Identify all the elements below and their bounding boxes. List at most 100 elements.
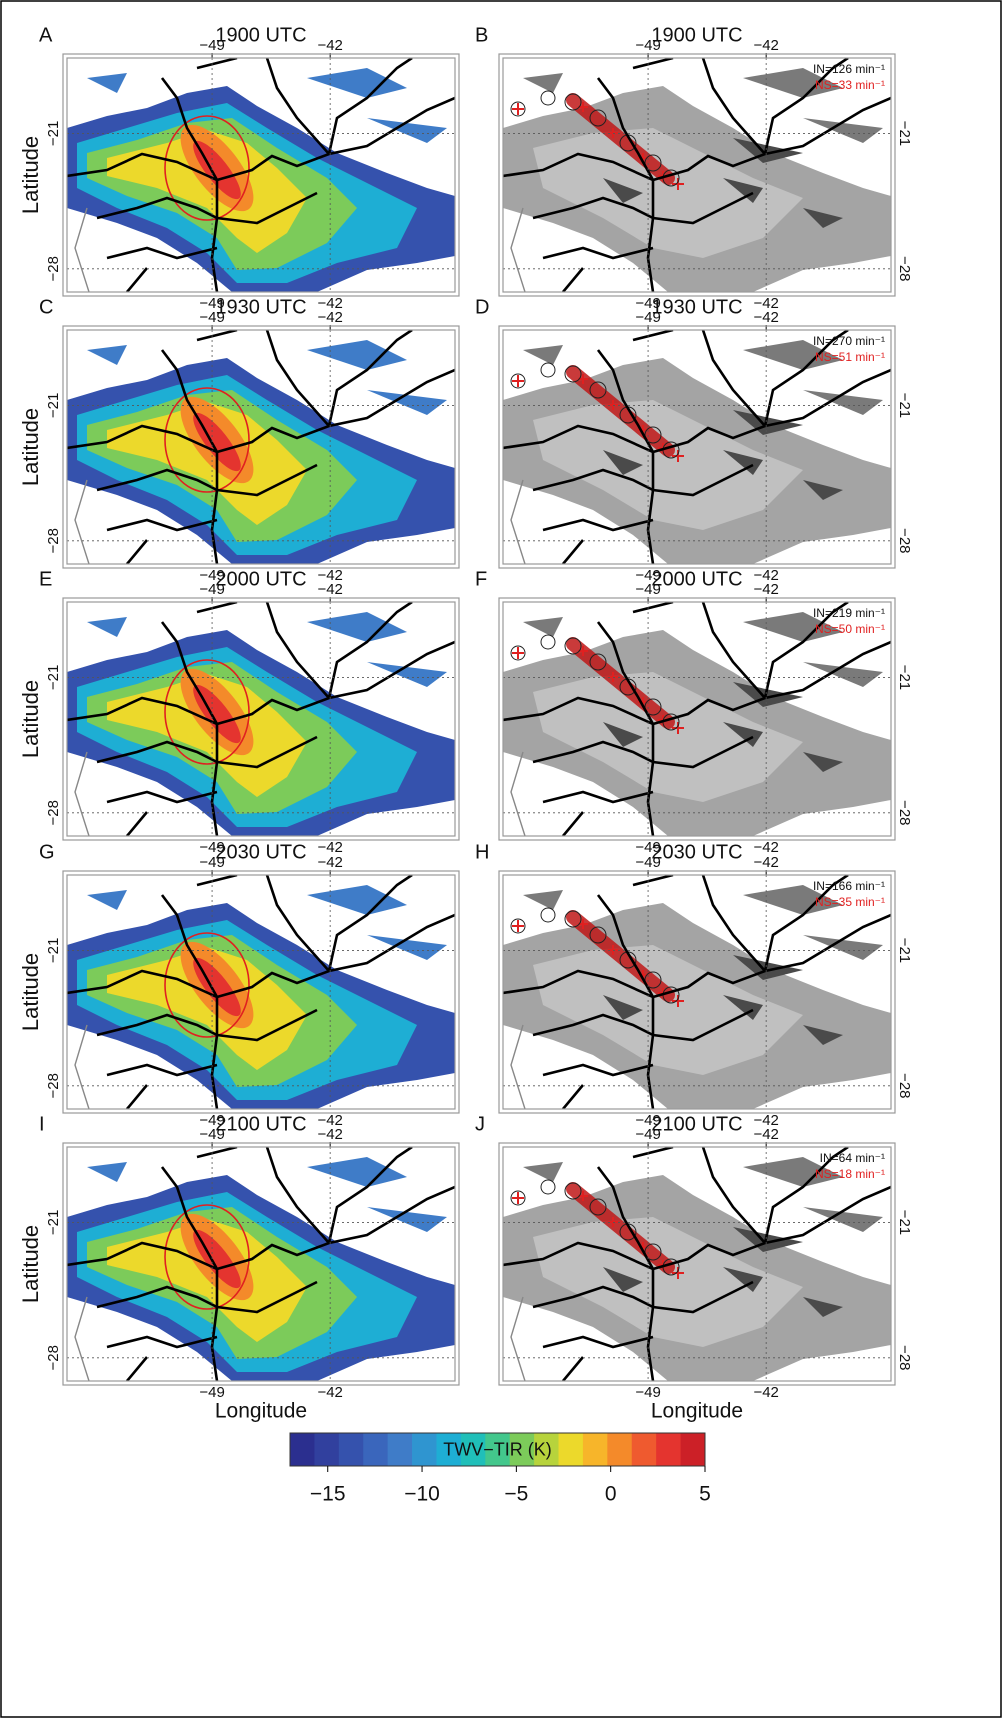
lat-tick-label: −21 <box>45 393 62 418</box>
flash-rate: NS=50 min⁻¹ <box>815 622 885 636</box>
colorbar-tick-label: −5 <box>504 1483 528 1506</box>
panel-title: 1900 UTC <box>651 24 742 46</box>
colorbar-segment <box>558 1433 584 1466</box>
lon-tick-label: −42 <box>753 1112 778 1129</box>
lat-tick-label: −28 <box>45 256 62 281</box>
colorbar-segment <box>412 1433 437 1466</box>
flash-rate: IN=270 min⁻¹ <box>813 334 885 348</box>
twv-field <box>67 340 455 564</box>
map-frame <box>62 1142 460 1386</box>
map-frame <box>62 597 460 841</box>
map-frame <box>502 601 892 837</box>
panel-letter: D <box>475 296 489 318</box>
twv-field <box>67 68 455 292</box>
lon-tick-label: −49 <box>199 1112 224 1129</box>
map-content <box>67 1147 455 1381</box>
lon-tick-label: −42 <box>753 37 778 54</box>
map-panel: −49 −49 −42 −42 −21 −28 IN=166 min⁻¹ NS=35 min⁻… <box>498 854 913 1129</box>
lat-tick-label: −28 <box>45 528 62 553</box>
lon-tick-label: −49 <box>635 295 660 312</box>
colorbar-segment <box>485 1433 511 1466</box>
colorbar-label: TWV−TIR (K) <box>443 1439 552 1459</box>
x-axis-label: Longitude <box>215 1400 307 1423</box>
map-frame <box>66 601 456 837</box>
colorbar-frame <box>289 1432 706 1467</box>
map-panel: −49 −49 −42 −42 −21 −28 <box>45 37 460 312</box>
map-content <box>67 875 455 1109</box>
lon-tick-label: −42 <box>317 295 342 312</box>
panel-title: 2100 UTC <box>215 1113 306 1135</box>
y-axis-label: Latitude <box>18 1225 43 1303</box>
map-panel: −49 −49 −42 −42 −21 −28 IN=270 min⁻¹ NS=51 min⁻… <box>498 309 913 584</box>
lon-tick-label: −49 <box>635 1112 660 1129</box>
map-panel: −49 −49 −42 −42 −21 −28 <box>45 581 460 856</box>
colorbar-segment <box>582 1433 608 1466</box>
flash-rate: NS=18 min⁻¹ <box>815 1167 885 1181</box>
colorbar-segment <box>387 1433 413 1466</box>
panel-letter: J <box>475 1113 485 1135</box>
lat-tick-label: −28 <box>896 800 913 825</box>
lon-tick-label: −49 <box>635 567 660 584</box>
map-frame <box>502 329 892 565</box>
lon-tick-label: −49 <box>199 309 224 326</box>
lon-tick-label: −49 <box>199 854 224 871</box>
flash-rate: NS=35 min⁻¹ <box>815 895 885 909</box>
lon-tick-label: −42 <box>753 309 778 326</box>
lon-tick-label: −49 <box>199 839 224 856</box>
lat-tick-label: −21 <box>45 1210 62 1235</box>
map-frame <box>502 874 892 1110</box>
flash-field <box>503 1157 891 1381</box>
map-frame <box>62 53 460 297</box>
y-axis-label: Latitude <box>18 408 43 486</box>
colorbar-tick-label: −10 <box>404 1483 440 1506</box>
map-content <box>503 58 891 292</box>
lat-tick-label: −21 <box>896 393 913 418</box>
map-content <box>503 1147 891 1381</box>
map-frame <box>66 1146 456 1382</box>
lat-tick-label: −28 <box>45 1345 62 1370</box>
map-content <box>503 875 891 1109</box>
x-axis-label: Longitude <box>651 1400 743 1423</box>
lon-tick-label: −49 <box>635 1126 660 1143</box>
colorbar-tick-label: 5 <box>699 1483 711 1506</box>
map-frame <box>498 325 896 569</box>
panel-letter: I <box>39 1113 45 1135</box>
lon-tick-label: −42 <box>753 567 778 584</box>
map-frame <box>62 870 460 1114</box>
panel-letter: B <box>475 24 488 46</box>
map-frame <box>498 870 896 1114</box>
lon-tick-label: −49 <box>635 37 660 54</box>
panel-title: 1930 UTC <box>651 296 742 318</box>
colorbar-segment <box>631 1433 657 1466</box>
flash-rate: IN=126 min⁻¹ <box>813 62 885 76</box>
colorbar-tick-label: −15 <box>310 1483 346 1506</box>
colorbar-segment <box>363 1433 389 1466</box>
lat-tick-label: −28 <box>45 800 62 825</box>
colorbar-segment <box>314 1433 340 1466</box>
map-content <box>503 602 891 836</box>
lon-tick-label: −49 <box>199 37 224 54</box>
lon-tick-label: −49 <box>635 1384 660 1401</box>
lon-tick-label: −42 <box>317 581 342 598</box>
lon-tick-label: −42 <box>317 1126 342 1143</box>
lon-tick-label: −42 <box>317 37 342 54</box>
lon-tick-label: −49 <box>635 309 660 326</box>
lon-tick-label: −49 <box>199 581 224 598</box>
colorbar-segment <box>509 1433 535 1466</box>
y-axis-label: Latitude <box>18 953 43 1031</box>
panel-title: 1930 UTC <box>215 296 306 318</box>
flash-rate: NS=51 min⁻¹ <box>815 350 885 364</box>
lat-tick-label: −28 <box>896 1345 913 1370</box>
panel-title: 2030 UTC <box>215 841 306 863</box>
lon-tick-label: −49 <box>635 839 660 856</box>
panel-title: 2100 UTC <box>651 1113 742 1135</box>
map-panel: −49 −49 −42 −42 −21 −28 IN=126 min⁻¹ NS=33 min⁻… <box>498 37 913 312</box>
lon-tick-label: −49 <box>199 1384 224 1401</box>
lon-tick-label: −42 <box>317 854 342 871</box>
colorbar-segment <box>338 1433 364 1466</box>
panel-letter: E <box>39 568 52 590</box>
flash-rate: IN=64 min⁻¹ <box>820 1151 885 1165</box>
lat-tick-label: −21 <box>45 938 62 963</box>
twv-field <box>67 885 455 1109</box>
